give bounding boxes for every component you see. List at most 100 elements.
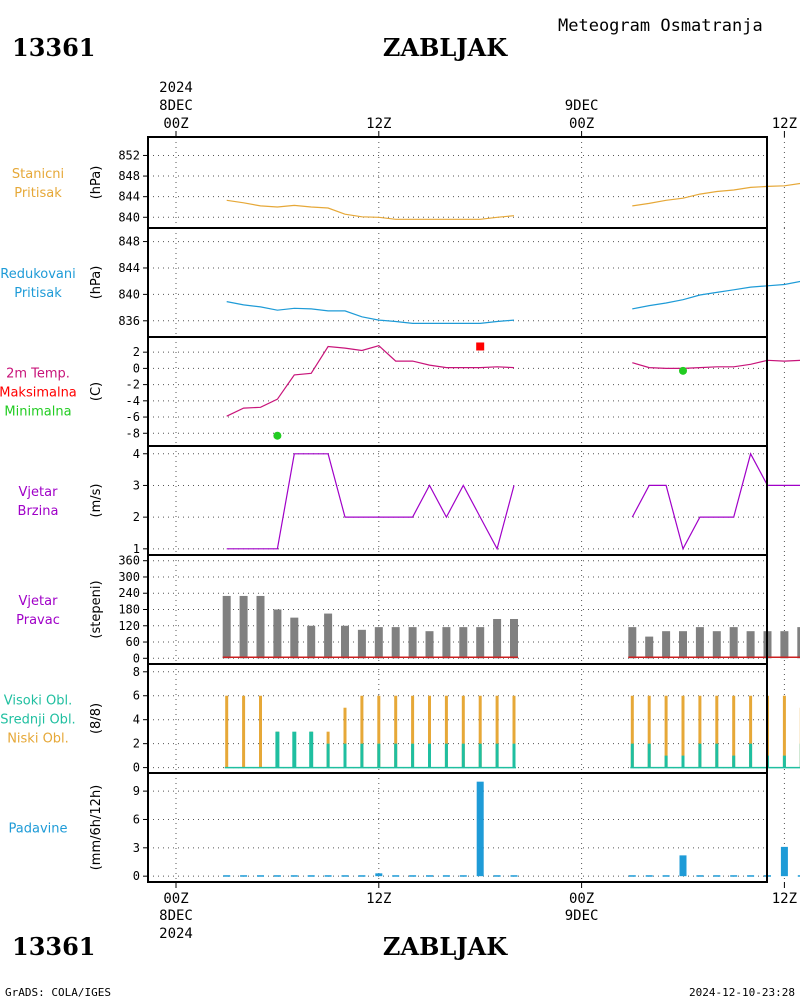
y-tick-label: -4: [126, 394, 140, 408]
wind-direction-bar: [222, 595, 231, 659]
cloud-bar: [732, 695, 736, 768]
cloud-bar: [715, 695, 719, 768]
precip-bar: [696, 875, 704, 877]
cloud-bar: [360, 695, 364, 768]
unit-label: (m/s): [89, 484, 104, 518]
y-tick-label: 8: [133, 665, 140, 679]
cloud-bar: [377, 695, 381, 768]
panel-label: Pritisak: [14, 186, 62, 201]
y-tick-label: 6: [133, 689, 140, 703]
cloud-bar: [411, 743, 415, 768]
cloud-bar: [428, 743, 431, 768]
station-name-top: ZABLJAK: [383, 33, 508, 62]
station_pressure-line: [632, 182, 800, 207]
cloud-bar: [512, 743, 516, 768]
cloud-bar: [292, 731, 297, 768]
precip-bar: [341, 875, 349, 877]
y-tick-label: -6: [126, 410, 140, 424]
timestamp: 2024-12-10-23:28: [689, 986, 795, 999]
y-tick-label: 240: [118, 586, 140, 600]
cloud-bar: [732, 755, 736, 768]
precip-bar: [628, 875, 636, 877]
cloud-bar: [275, 731, 280, 768]
cloud-bar: [664, 755, 668, 768]
precip-bar: [510, 875, 518, 877]
y-tick-label: 844: [118, 190, 140, 204]
wind-direction-bar: [307, 625, 316, 659]
y-tick-label: 844: [118, 261, 140, 275]
cloud-bar: [715, 743, 719, 768]
wind-direction-bar: [476, 627, 485, 659]
panel-frame: [147, 136, 768, 229]
wind-direction-bar: [341, 625, 349, 659]
y-tick-label: 3: [133, 478, 140, 492]
y-tick-label: 0: [133, 651, 140, 665]
y-tick-label: 836: [118, 314, 140, 328]
cloud-bar: [444, 695, 448, 768]
cloud-bar: [343, 743, 347, 768]
y-tick-label: 120: [118, 619, 140, 633]
tmin-marker: [273, 431, 282, 440]
cloud-bar: [326, 743, 330, 768]
precip-bar: [645, 875, 653, 877]
x-date-top: 9DEC: [565, 98, 599, 114]
unit-label: (hPa): [89, 166, 104, 200]
precip-bar: [290, 875, 298, 877]
x-tick-label-top: 12Z: [366, 116, 391, 132]
y-tick-label: 0: [133, 761, 140, 775]
unit-label: (8/8): [89, 703, 104, 734]
cloud-bar: [394, 695, 398, 768]
precip-bar: [426, 875, 433, 877]
wind-direction-bar: [459, 627, 468, 659]
temperature-line: [226, 345, 515, 417]
wind-direction-bar: [493, 618, 502, 659]
wind-direction-bar: [290, 617, 299, 659]
panel-frame: [147, 336, 768, 447]
panel-label: Niski Obl.: [7, 732, 69, 747]
y-tick-label: 2: [133, 345, 140, 359]
cloud-bar: [377, 743, 381, 768]
panel-label: Stanicni: [12, 167, 64, 182]
precip-bar: [392, 875, 400, 877]
cloud-bar: [647, 695, 651, 768]
product-title: Meteogram Osmatranja: [558, 16, 763, 36]
station_pressure-line: [226, 199, 515, 220]
wind-direction-bar: [408, 627, 417, 659]
panel-label: Vjetar: [19, 594, 59, 609]
precip-bar: [713, 875, 721, 877]
cloud-bar: [225, 695, 229, 768]
y-tick-label: 60: [126, 635, 140, 649]
cloud-bar: [461, 743, 465, 768]
cloud-bar: [749, 695, 753, 768]
wind-direction-bar: [374, 627, 383, 659]
cloud-bar: [681, 755, 685, 768]
cloud-bar: [444, 743, 448, 768]
unit-label: (stepeni): [89, 580, 104, 638]
cloud-bar: [360, 743, 364, 768]
y-tick-label: 180: [118, 603, 140, 617]
cloud-bar: [782, 755, 786, 768]
precip-bar: [358, 875, 366, 877]
precip-bar: [493, 875, 501, 877]
precip-bar: [797, 875, 800, 877]
cloud-bar: [478, 743, 482, 768]
wind-direction-bar: [391, 627, 400, 659]
panel-frame: [147, 227, 768, 338]
wind-direction-bar: [324, 613, 333, 659]
y-tick-label: 9: [133, 784, 140, 798]
panel-label: Maksimalna: [0, 386, 77, 401]
precip-bar: [442, 875, 450, 877]
precip-bar: [257, 875, 264, 877]
y-tick-label: 6: [133, 812, 140, 826]
precip-bar: [273, 875, 281, 877]
y-tick-label: 840: [118, 210, 140, 224]
wind-direction-bar: [695, 627, 704, 659]
cloud-bar: [242, 695, 246, 768]
precip-bar: [375, 873, 383, 877]
wind-direction-bar: [510, 618, 518, 659]
precip-bar: [679, 855, 687, 877]
panel-label: Minimalna: [4, 405, 71, 420]
wind-direction-bar: [780, 631, 789, 659]
x-tick-label-bottom: 12Z: [366, 891, 391, 907]
